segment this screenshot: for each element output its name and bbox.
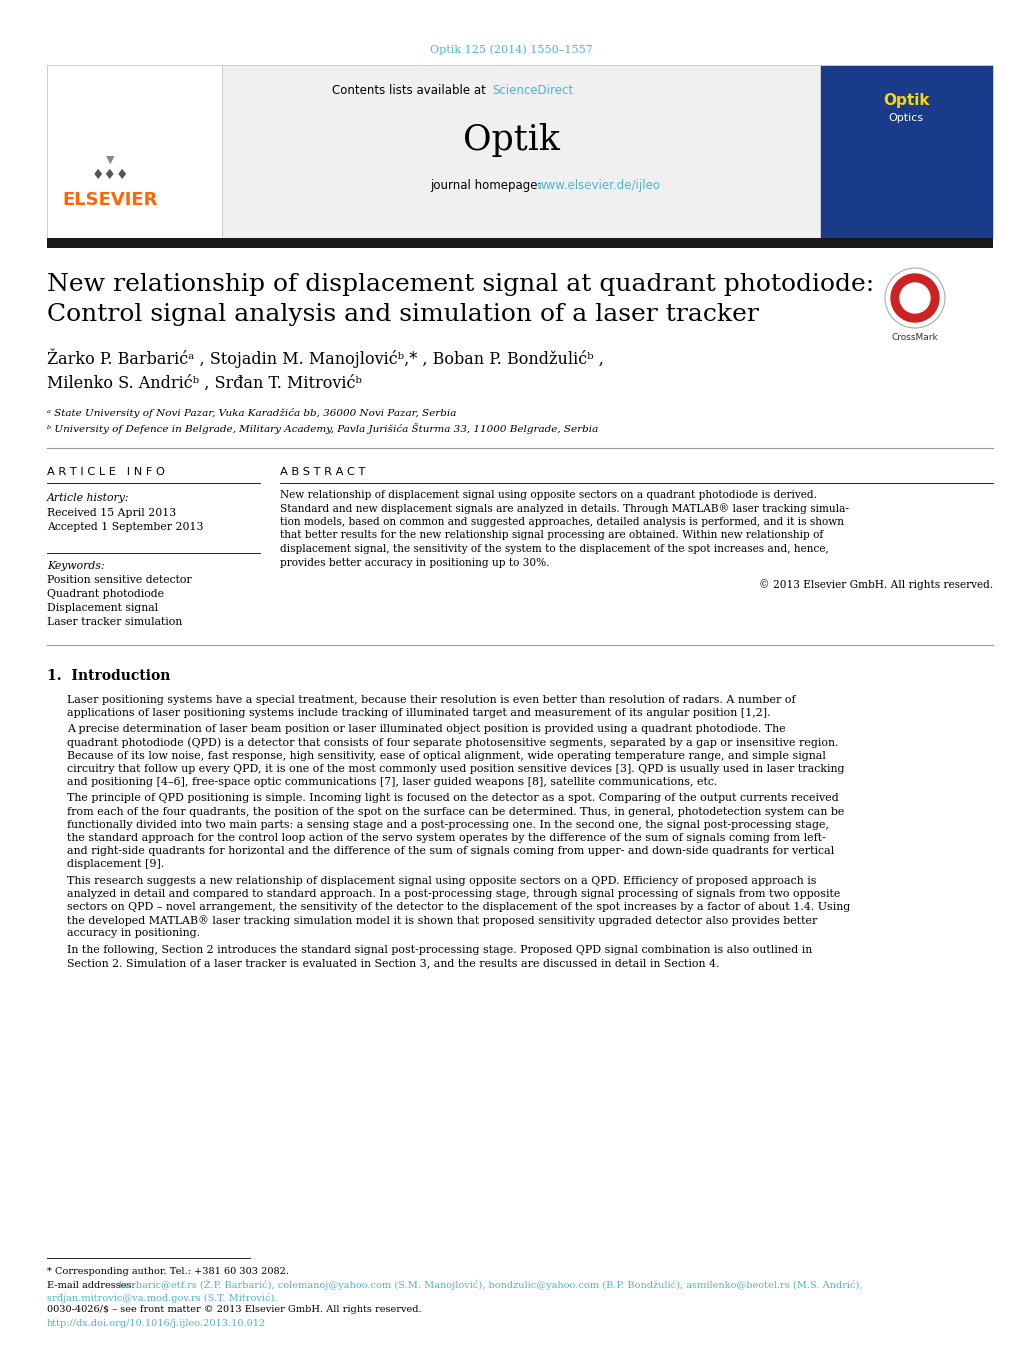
Text: 1.  Introduction: 1. Introduction [47, 669, 171, 684]
Circle shape [885, 267, 945, 328]
Text: Position sensitive detector: Position sensitive detector [47, 576, 192, 585]
Text: Control signal analysis and simulation of a laser tracker: Control signal analysis and simulation o… [47, 304, 759, 327]
Text: CrossMark: CrossMark [891, 334, 938, 343]
Text: tion models, based on common and suggested approaches, detailed analysis is perf: tion models, based on common and suggest… [280, 517, 844, 527]
Text: journal homepage:: journal homepage: [430, 178, 545, 192]
Text: Žarko P. Barbarićᵃ , Stojadin M. Manojlovićᵇ,* , Boban P. Bondžulićᵇ ,: Žarko P. Barbarićᵃ , Stojadin M. Manojlo… [47, 349, 603, 367]
Text: analyzed in detail and compared to standard approach. In a post-processing stage: analyzed in detail and compared to stand… [67, 889, 840, 898]
Bar [47, 65, 222, 238]
Text: New relationship of displacement signal using opposite sectors on a quadrant pho: New relationship of displacement signal … [280, 490, 817, 500]
Text: www.elsevier.de/ijleo: www.elsevier.de/ijleo [536, 178, 660, 192]
Text: and positioning [4–6], free-space optic communications [7], laser guided weapons: and positioning [4–6], free-space optic … [67, 777, 718, 788]
Text: accuracy in positioning.: accuracy in positioning. [67, 928, 200, 939]
Text: Optik: Optik [463, 123, 560, 157]
Text: Optics: Optics [888, 113, 924, 123]
Text: Milenko S. Andrićᵇ , Srđan T. Mitrovićᵇ: Milenko S. Andrićᵇ , Srđan T. Mitrovićᵇ [47, 374, 361, 392]
Text: © 2013 Elsevier GmbH. All rights reserved.: © 2013 Elsevier GmbH. All rights reserve… [759, 580, 993, 590]
Text: Received 15 April 2013: Received 15 April 2013 [47, 508, 177, 517]
Text: Accepted 1 September 2013: Accepted 1 September 2013 [47, 521, 203, 532]
Text: ♦♦♦: ♦♦♦ [91, 168, 129, 182]
Text: The principle of QPD positioning is simple. Incoming light is focused on the det: The principle of QPD positioning is simp… [67, 793, 838, 804]
Text: Standard and new displacement signals are analyzed in details. Through MATLAB® l: Standard and new displacement signals ar… [280, 503, 848, 513]
Text: 0030-4026/$ – see front matter © 2013 Elsevier GmbH. All rights reserved.: 0030-4026/$ – see front matter © 2013 El… [47, 1305, 422, 1315]
Text: ScienceDirect: ScienceDirect [492, 84, 573, 96]
Text: Laser positioning systems have a special treatment, because their resolution is : Laser positioning systems have a special… [67, 694, 795, 705]
Text: displacement signal, the sensitivity of the system to the displacement of the sp: displacement signal, the sensitivity of … [280, 544, 829, 554]
Bar [820, 65, 993, 238]
Text: ᵃ State University of Novi Pazar, Vuka Karadžića bb, 36000 Novi Pazar, Serbia: ᵃ State University of Novi Pazar, Vuka K… [47, 408, 456, 417]
Text: displacement [9].: displacement [9]. [67, 859, 164, 870]
Text: http://dx.doi.org/10.1016/j.ijleo.2013.10.012: http://dx.doi.org/10.1016/j.ijleo.2013.1… [47, 1320, 266, 1328]
Text: Section 2. Simulation of a laser tracker is evaluated in Section 3, and the resu: Section 2. Simulation of a laser tracker… [67, 958, 720, 967]
Text: ᵇ University of Defence in Belgrade, Military Academy, Pavla Jurišića Šturma 33,: ᵇ University of Defence in Belgrade, Mil… [47, 423, 598, 434]
Text: applications of laser positioning systems include tracking of illuminated target: applications of laser positioning system… [67, 708, 771, 719]
Text: A precise determination of laser beam position or laser illuminated object posit: A precise determination of laser beam po… [67, 724, 785, 735]
Text: Keywords:: Keywords: [47, 561, 104, 571]
Text: Contents lists available at: Contents lists available at [333, 84, 490, 96]
Circle shape [900, 282, 930, 313]
Text: This research suggests a new relationship of displacement signal using opposite : This research suggests a new relationshi… [67, 875, 817, 886]
Text: * Corresponding author. Tel.: +381 60 303 2082.: * Corresponding author. Tel.: +381 60 30… [47, 1267, 289, 1277]
Text: barbaric@etf.rs (Ž.P. Barbarić), colemanoj@yahoo.com (S.M. Manojlović), bondzuli: barbaric@etf.rs (Ž.P. Barbarić), coleman… [119, 1279, 863, 1290]
Text: Displacement signal: Displacement signal [47, 603, 158, 613]
Text: the developed MATLAB® laser tracking simulation model it is shown that proposed : the developed MATLAB® laser tracking sim… [67, 915, 818, 925]
Text: the standard approach for the control loop action of the servo system operates b: the standard approach for the control lo… [67, 834, 826, 843]
Text: that better results for the new relationship signal processing are obtained. Wit: that better results for the new relation… [280, 531, 823, 540]
Bar [47, 65, 993, 238]
Text: from each of the four quadrants, the position of the spot on the surface can be : from each of the four quadrants, the pos… [67, 807, 844, 816]
Text: E-mail addresses:: E-mail addresses: [47, 1281, 138, 1289]
Text: A R T I C L E   I N F O: A R T I C L E I N F O [47, 467, 164, 477]
Text: Optik 125 (2014) 1550–1557: Optik 125 (2014) 1550–1557 [430, 45, 592, 55]
Text: A B S T R A C T: A B S T R A C T [280, 467, 366, 477]
Text: and right-side quadrants for horizontal and the difference of the sum of signals: and right-side quadrants for horizontal … [67, 846, 834, 857]
Text: sectors on QPD – novel arrangement, the sensitivity of the detector to the displ: sectors on QPD – novel arrangement, the … [67, 902, 850, 912]
Circle shape [891, 274, 939, 322]
Text: functionally divided into two main parts: a sensing stage and a post-processing : functionally divided into two main parts… [67, 820, 829, 830]
Text: In the following, Section 2 introduces the standard signal post-processing stage: In the following, Section 2 introduces t… [67, 944, 813, 955]
Text: circuitry that follow up every QPD, it is one of the most commonly used position: circuitry that follow up every QPD, it i… [67, 765, 844, 774]
Text: provides better accuracy in positioning up to 30%.: provides better accuracy in positioning … [280, 558, 549, 567]
Text: ▼: ▼ [106, 155, 114, 165]
Text: srđjan.mitrovic@va.mod.gov.rs (S.T. Mitrović).: srđjan.mitrovic@va.mod.gov.rs (S.T. Mitr… [47, 1293, 278, 1302]
Text: Article history:: Article history: [47, 493, 130, 503]
Text: Because of its low noise, fast response, high sensitivity, ease of optical align: Because of its low noise, fast response,… [67, 751, 826, 761]
Text: New relationship of displacement signal at quadrant photodiode:: New relationship of displacement signal … [47, 273, 874, 296]
Text: Quadrant photodiode: Quadrant photodiode [47, 589, 164, 598]
Text: ELSEVIER: ELSEVIER [62, 190, 157, 209]
Bar [47, 238, 993, 249]
Text: quadrant photodiode (QPD) is a detector that consists of four separate photosens: quadrant photodiode (QPD) is a detector … [67, 738, 838, 748]
Text: Optik: Optik [883, 92, 929, 108]
Text: Laser tracker simulation: Laser tracker simulation [47, 617, 183, 627]
